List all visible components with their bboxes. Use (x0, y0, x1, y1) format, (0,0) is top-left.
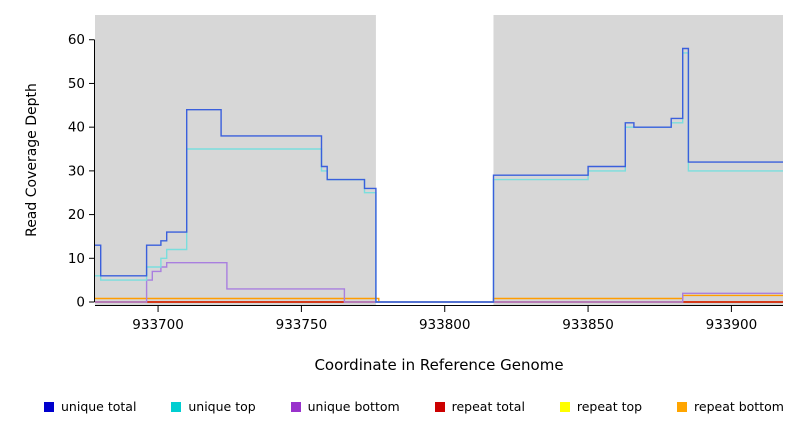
y-tick-label: 60 (68, 32, 85, 48)
legend-swatch-repeat-total (434, 401, 445, 412)
legend-swatch-unique-bottom (290, 401, 301, 412)
y-tick-label: 10 (68, 251, 85, 267)
coverage-gap-band (375, 15, 494, 305)
y-tick-label: 50 (68, 76, 85, 92)
legend-swatch-unique-total (44, 401, 54, 412)
legend-label: repeat bottom (694, 399, 784, 414)
legend-item-unique-bottom: unique bottom (290, 399, 400, 414)
x-tick-label: 933850 (562, 317, 614, 333)
legend-label: unique total (61, 399, 137, 414)
legend: unique total unique top unique bottom re… (44, 399, 784, 414)
legend-item-repeat-top: repeat top (559, 399, 643, 414)
legend-item-repeat-bottom: repeat bottom (677, 399, 784, 414)
y-axis-label: Read Coverage Depth (24, 83, 40, 237)
legend-swatch-repeat-bottom (677, 401, 688, 412)
x-tick-label: 933800 (419, 317, 471, 333)
x-tick-label: 933700 (132, 317, 184, 333)
y-tick-label: 40 (68, 120, 85, 136)
x-tick-label: 933900 (706, 317, 758, 333)
legend-item-unique-top: unique top (171, 399, 256, 414)
legend-swatch-repeat-top (559, 401, 570, 412)
y-tick-label: 20 (68, 207, 85, 223)
x-tick-label: 933750 (276, 317, 328, 333)
y-tick-label: 0 (76, 295, 85, 311)
legend-swatch-unique-top (171, 401, 182, 412)
legend-label: repeat total (451, 399, 525, 414)
coverage-plot: 0 10 20 30 40 50 60 933700 933750 933800 933850 933… (68, 15, 783, 333)
x-axis-label: Coordinate in Reference Genome (314, 356, 564, 374)
series-line-unique-total (95, 47, 783, 303)
legend-label: unique top (188, 399, 256, 414)
legend-label: repeat top (576, 399, 643, 414)
legend-item-repeat-total: repeat total (434, 399, 525, 414)
legend-label: unique bottom (307, 399, 400, 414)
legend-item-unique-total: unique total (44, 399, 136, 414)
y-tick-label: 30 (68, 163, 85, 179)
